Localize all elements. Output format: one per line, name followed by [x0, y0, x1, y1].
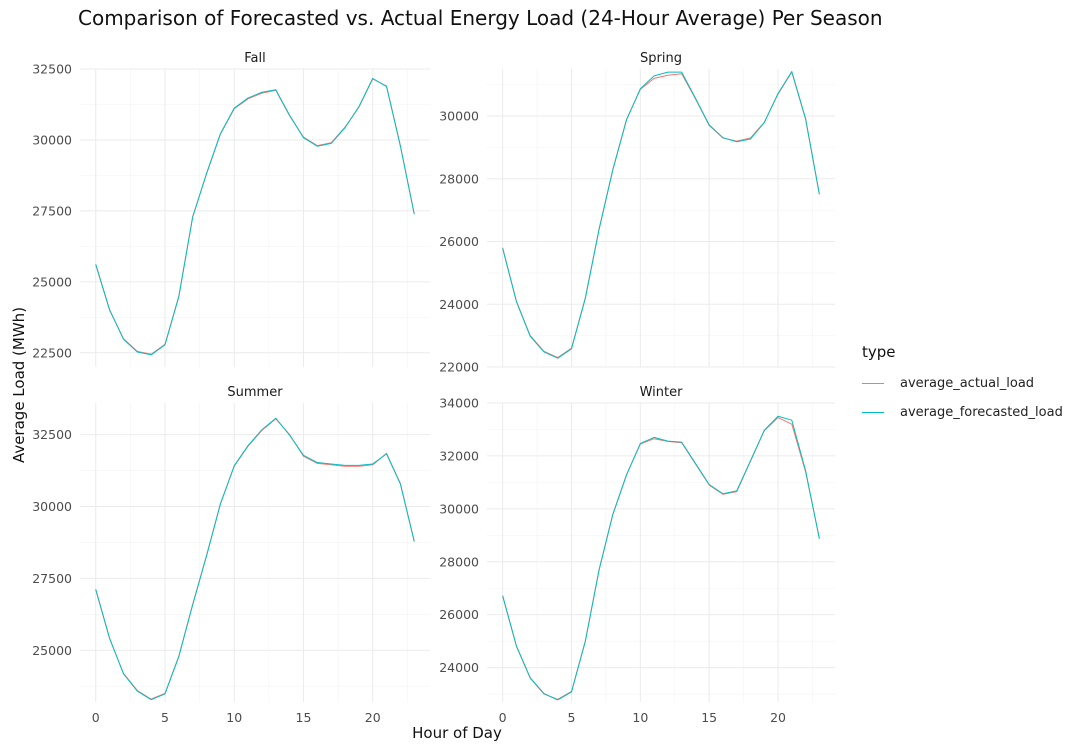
- y-tick-label: 30000: [439, 501, 479, 516]
- panel-strip-summer: Summer: [227, 385, 283, 400]
- x-tick-label: 20: [770, 710, 786, 725]
- series-line-summer-forecasted: [95, 417, 415, 701]
- legend: type average_actual_load average_forecas…: [862, 343, 1063, 427]
- y-tick-label: 25000: [32, 643, 72, 658]
- y-tick-label: 30000: [32, 499, 72, 514]
- y-axis-label: Average Load (MWh): [10, 306, 28, 464]
- y-tick-label: 32500: [32, 427, 72, 442]
- series-line-spring-forecasted: [502, 71, 820, 359]
- y-tick-label: 26000: [439, 234, 479, 249]
- panel-summer: Summer 25000 27500 30000 32500 0 5 10 15 20: [32, 385, 430, 725]
- x-tick-label: 5: [161, 710, 169, 725]
- y-tick-label: 32500: [32, 62, 72, 77]
- series-line-winter-forecasted: [502, 415, 820, 701]
- y-tick-label: 22500: [32, 345, 72, 360]
- y-tick-label: 22000: [439, 360, 479, 375]
- y-tick-label: 25000: [32, 274, 72, 289]
- y-tick-label: 32000: [439, 448, 479, 463]
- series-line-fall-forecasted: [95, 77, 415, 356]
- panel-spring: Spring 22000 24000 26000 28000 30000: [439, 51, 835, 375]
- x-tick-label: 5: [568, 710, 576, 725]
- x-tick-label: 10: [226, 710, 242, 725]
- x-axis-label: Hour of Day: [412, 724, 502, 742]
- legend-key-forecast: [862, 412, 884, 413]
- panel-fall: Fall 22500 25000 27500 30000 32500: [32, 51, 430, 367]
- x-tick-label: 15: [701, 710, 717, 725]
- series-line-spring-actual: [502, 71, 820, 359]
- y-tick-label: 28000: [439, 171, 479, 186]
- y-tick-label: 28000: [439, 554, 479, 569]
- chart-title: Comparison of Forecasted vs. Actual Ener…: [78, 6, 883, 30]
- legend-title: type: [862, 343, 896, 361]
- legend-item-forecast: average_forecasted_load: [862, 398, 1063, 427]
- y-tick-label: 34000: [439, 396, 479, 411]
- y-tick-label: 24000: [439, 297, 479, 312]
- x-tick-label: 10: [632, 710, 648, 725]
- panel-strip-winter: Winter: [640, 385, 684, 400]
- x-tick-label: 20: [365, 710, 381, 725]
- legend-label-forecast: average_forecasted_load: [900, 405, 1063, 420]
- y-tick-label: 24000: [439, 660, 479, 675]
- y-tick-label: 30000: [439, 109, 479, 124]
- panel-strip-spring: Spring: [640, 51, 682, 66]
- legend-label-actual: average_actual_load: [900, 376, 1035, 391]
- y-tick-label: 27500: [32, 203, 72, 218]
- x-tick-label: 0: [499, 710, 507, 725]
- series-line-summer-actual: [95, 418, 415, 700]
- x-tick-label: 0: [92, 710, 100, 725]
- panel-strip-fall: Fall: [244, 51, 265, 66]
- y-tick-label: 27500: [32, 571, 72, 586]
- legend-item-actual: average_actual_load: [862, 369, 1063, 398]
- series-line-winter-actual: [502, 417, 820, 700]
- panel-winter: Winter 24000 26000 28000 30000 32000 34000 0 5 10…: [439, 385, 835, 725]
- x-tick-label: 15: [296, 710, 312, 725]
- series-line-fall-actual: [95, 78, 415, 355]
- y-tick-label: 26000: [439, 607, 479, 622]
- y-tick-label: 30000: [32, 132, 72, 147]
- legend-key-actual: [862, 383, 884, 384]
